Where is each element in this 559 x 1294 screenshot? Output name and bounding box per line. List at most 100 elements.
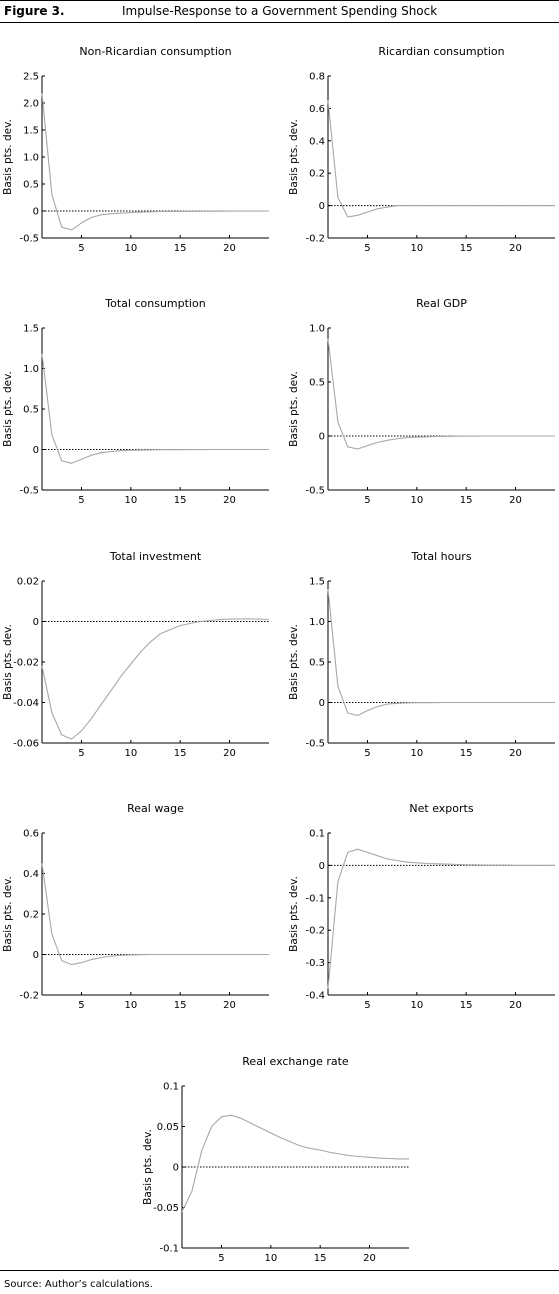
y-tick-label: -0.1 [305,893,325,904]
x-tick-label: 5 [364,1000,370,1011]
x-tick-label: 20 [509,748,522,759]
y-tick-label: -0.06 [13,739,39,750]
y-tick-label: 1.0 [309,324,325,335]
y-tick-label: -0.5 [305,486,325,497]
y-tick-label: 1.0 [309,617,325,628]
y-tick-label: -0.5 [19,234,39,245]
y-tick-label: 0 [33,617,39,628]
x-tick-label: 5 [78,243,84,254]
chart-title: Real wage [127,802,184,815]
series-line-real-wage [41,863,269,966]
y-tick-label: 0.5 [23,180,39,191]
chart-title: Total investment [109,550,202,563]
chart-panel-non-ricardian-consumption: Non-Ricardian consumption Basis pts. dev.… [0,38,270,254]
series-line-non-ricardian-consumption [41,93,270,231]
x-tick-label: 20 [223,243,236,254]
series-line-ricardian-consumption [327,100,555,218]
x-tick-label: 10 [124,243,137,254]
x-tick-label: 10 [410,1000,423,1011]
x-tick-label: 10 [264,1253,277,1264]
y-axis-label: Basis pts. dev. [2,371,14,447]
y-axis-label: Basis pts. dev. [288,624,300,700]
x-tick-label: 20 [223,1000,236,1011]
y-tick-label: -0.2 [305,234,325,245]
series-line-net-exports [327,848,555,989]
x-tick-label: 5 [364,495,370,506]
chart-svg: Total hours Basis pts. dev. -0.5 0 0.5 1.0 1.5… [288,550,555,759]
y-tick-label: 0.1 [163,1082,179,1093]
chart-panel-real-exchange-rate: Real exchange rate Basis pts. dev. -0.1 -0.… [140,1048,410,1264]
x-tick-label: 10 [410,748,423,759]
chart-svg: Total investment Basis pts. dev. -0.06 -0.0… [2,550,270,759]
y-tick-label: 0 [33,445,39,456]
x-tick-label: 20 [509,243,522,254]
y-tick-label: 1.0 [23,153,39,164]
x-tick-label: 15 [174,1000,187,1011]
x-tick-label: 10 [124,1000,137,1011]
y-tick-label: 0.2 [309,169,325,180]
x-tick-label: 5 [364,748,370,759]
x-tick-label: 15 [460,243,473,254]
x-tick-label: 5 [364,243,370,254]
y-tick-label: 0 [33,207,39,218]
x-tick-label: 10 [124,495,137,506]
y-tick-label: 1.5 [23,126,39,137]
y-tick-label: 0.4 [309,136,325,147]
x-tick-label: 10 [410,243,423,254]
x-tick-label: 20 [509,495,522,506]
chart-title: Ricardian consumption [378,45,504,58]
chart-svg: Real exchange rate Basis pts. dev. -0.1 -0.… [142,1055,409,1264]
y-tick-label: 1.5 [23,324,39,335]
y-tick-label: -0.02 [13,658,39,669]
chart-title: Total consumption [104,297,205,310]
y-tick-label: 0 [319,201,325,212]
x-tick-label: 20 [223,748,236,759]
x-tick-label: 10 [410,495,423,506]
x-tick-label: 20 [509,1000,522,1011]
x-tick-label: 15 [174,495,187,506]
chart-panel-real-gdp: Real GDP Basis pts. dev. -0.5 0 0.5 1.0 5 10 15 2… [286,290,556,506]
y-tick-label: 0 [319,432,325,443]
y-tick-label: 0.6 [23,829,39,840]
y-tick-label: -0.5 [305,739,325,750]
y-axis-label: Basis pts. dev. [2,119,14,195]
y-tick-label: -0.3 [305,958,325,969]
y-axis-label: Basis pts. dev. [288,371,300,447]
series-line-real-exchange-rate [181,1114,409,1212]
y-tick-label: 0 [33,950,39,961]
figure-label: Figure 3. [4,4,65,18]
y-tick-label: 0 [173,1163,179,1174]
chart-panel-total-investment: Total investment Basis pts. dev. -0.06 -0.0… [0,543,270,759]
y-tick-label: 0.6 [309,104,325,115]
y-tick-label: -0.05 [153,1203,179,1214]
chart-title: Non-Ricardian consumption [79,45,231,58]
x-tick-label: 20 [223,495,236,506]
chart-svg: Non-Ricardian consumption Basis pts. dev.… [2,45,270,254]
y-tick-label: -0.5 [19,486,39,497]
chart-panel-real-wage: Real wage Basis pts. dev. -0.2 0 0.2 0.4 0.6 5 1… [0,795,270,1011]
y-tick-label: 1.5 [309,577,325,588]
y-axis-label: Basis pts. dev. [2,624,14,700]
chart-panel-total-consumption: Total consumption Basis pts. dev. -0.5 0 0.5… [0,290,270,506]
y-tick-label: 0.5 [309,378,325,389]
chart-title: Real exchange rate [242,1055,349,1068]
y-tick-label: 0.02 [17,577,39,588]
chart-panel-ricardian-consumption: Ricardian consumption Basis pts. dev. -0.2… [286,38,556,254]
y-tick-label: -0.2 [19,991,39,1002]
x-tick-label: 15 [460,1000,473,1011]
x-tick-label: 15 [460,748,473,759]
y-tick-label: -0.2 [305,926,325,937]
x-tick-label: 5 [218,1253,224,1264]
chart-svg: Ricardian consumption Basis pts. dev. -0.2… [288,45,555,254]
chart-title: Total hours [410,550,471,563]
x-tick-label: 5 [78,495,84,506]
y-tick-label: -0.1 [159,1244,179,1255]
y-tick-label: 0 [319,861,325,872]
chart-svg: Total consumption Basis pts. dev. -0.5 0 0.5… [2,297,269,506]
y-axis-label: Basis pts. dev. [2,876,14,952]
source-note: Source: Author’s calculations. [4,1279,153,1290]
chart-svg: Real wage Basis pts. dev. -0.2 0 0.2 0.4 0.6 5 1… [2,802,269,1011]
y-axis-label: Basis pts. dev. [142,1129,154,1205]
series-line-real-gdp [327,338,555,450]
x-tick-label: 15 [174,243,187,254]
